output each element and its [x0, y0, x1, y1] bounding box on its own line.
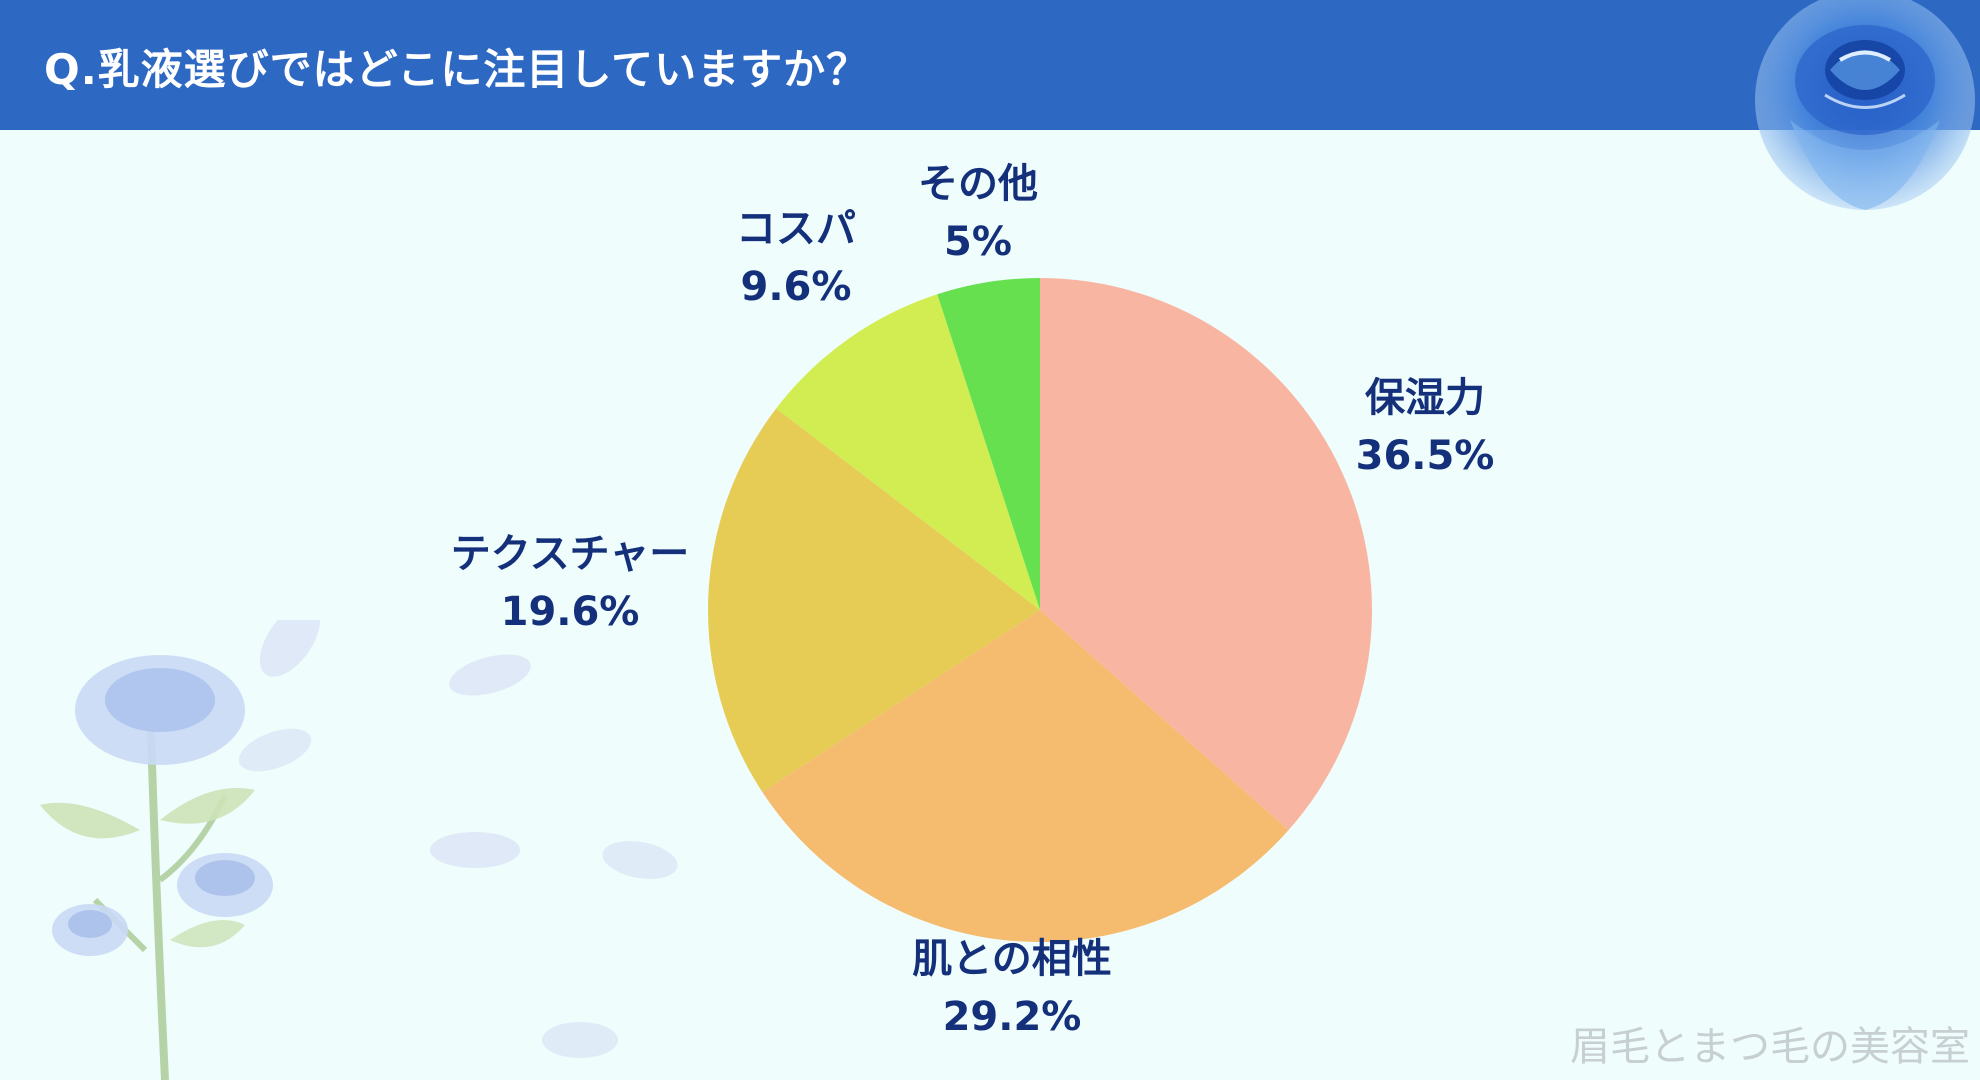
pie-slice-1 — [1040, 278, 1373, 831]
slice-label-name: コスパ — [736, 206, 856, 252]
page-title: Q.乳液選びではどこに注目していますか？ — [44, 45, 870, 94]
pie-slice-5 — [937, 278, 1040, 610]
slice-label-name: 保湿力 — [1365, 375, 1485, 421]
pie-slice-4 — [776, 294, 1040, 610]
slice-label-value: 29.2% — [942, 994, 1082, 1040]
slice-label-4: コスパ 9.6% — [736, 200, 856, 316]
slice-label-5: その他 5% — [918, 155, 1038, 271]
slice-label-3: テクスチャー 19.6% — [451, 525, 689, 641]
header-bar: Q.乳液選びではどこに注目していますか？ — [0, 0, 1980, 130]
pie-slice-3 — [707, 408, 1040, 792]
slice-label-value: 36.5% — [1355, 433, 1495, 479]
slice-label-value: 5% — [944, 219, 1012, 265]
slice-label-value: 19.6% — [500, 589, 640, 635]
watermark: 眉毛とまつ毛の美容室 — [1570, 1024, 1970, 1070]
flower-decoration — [40, 620, 678, 1080]
slice-label-name: テクスチャー — [450, 531, 690, 577]
slice-label-name: 肌との相性 — [912, 936, 1112, 982]
pie-slice-2 — [762, 610, 1289, 943]
slice-label-name: その他 — [918, 161, 1038, 207]
slice-label-1: 保湿力 36.5% — [1356, 369, 1495, 485]
blue-rose-decoration — [1755, 0, 1975, 210]
slice-label-value: 9.6% — [740, 264, 852, 310]
slice-label-2: 肌との相性 29.2% — [912, 930, 1112, 1046]
